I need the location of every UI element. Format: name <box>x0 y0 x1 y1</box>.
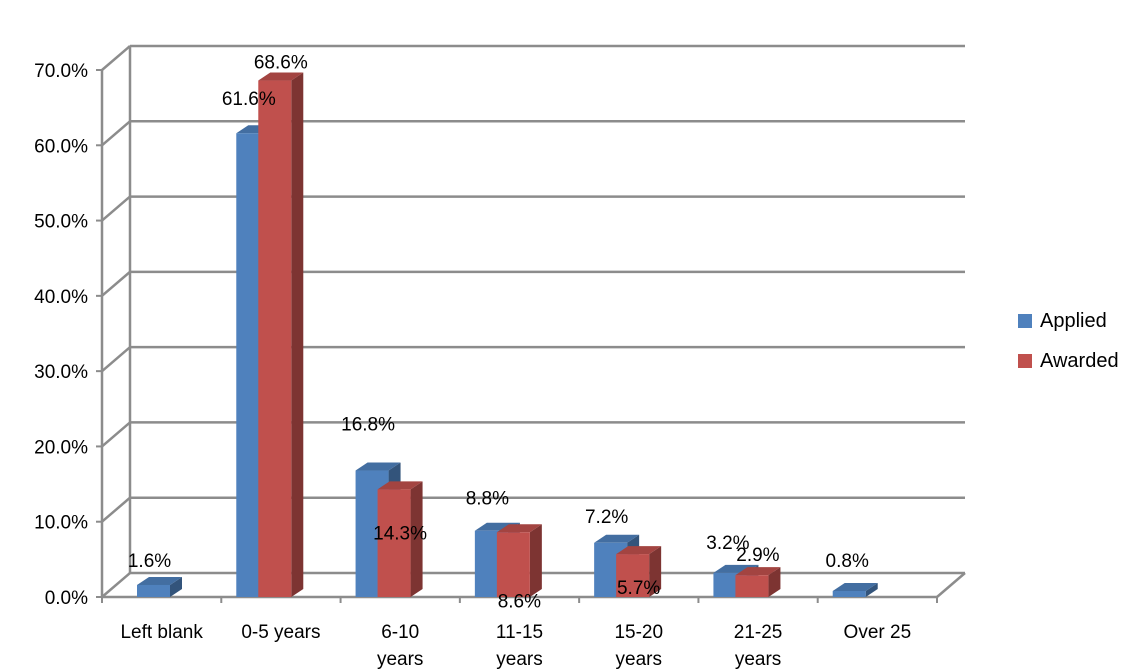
data-label-applied: 16.8% <box>341 415 395 436</box>
y-tick-label: 20.0% <box>34 437 88 458</box>
bar-applied <box>137 576 182 597</box>
bar-awarded <box>377 481 423 597</box>
data-label-awarded: 14.3% <box>373 523 427 544</box>
bar-awarded-top <box>496 524 542 533</box>
x-tick-label-line: years <box>735 649 781 670</box>
gridline-connector <box>101 346 131 373</box>
bar-awarded <box>496 524 542 597</box>
gridline-connector <box>101 120 131 147</box>
y-tick-label: 0.0% <box>45 588 88 609</box>
x-tick-label: Left blank <box>120 622 203 643</box>
data-label-applied: 8.8% <box>466 489 509 510</box>
x-tick-label: 0-5 years <box>241 622 320 643</box>
x-axis-depth <box>936 572 966 598</box>
legend: Applied Awarded <box>1018 306 1119 386</box>
x-tick-label-line: 21-25 <box>734 622 783 643</box>
bar-applied-front <box>832 590 866 597</box>
bar-awarded-front <box>735 575 769 597</box>
gridline-connector <box>101 572 131 598</box>
x-tick-label-line: 15-20 <box>614 622 663 643</box>
gridline-connector <box>101 45 131 71</box>
x-tick-label-line: Over 25 <box>844 622 912 643</box>
data-label-awarded: 2.9% <box>736 545 779 566</box>
y-tick-label: 60.0% <box>34 136 88 157</box>
data-label-applied: 0.8% <box>826 551 869 572</box>
bar-awarded-side <box>410 481 423 597</box>
legend-item-awarded: Awarded <box>1018 346 1119 376</box>
y-tick-label: 50.0% <box>34 212 88 233</box>
data-label-applied: 61.6% <box>222 89 276 110</box>
x-tick-label: 11-15 years <box>496 622 543 670</box>
data-label-awarded: 8.6% <box>498 591 541 612</box>
x-tick-label: 21-25 years <box>734 622 783 670</box>
bar-awarded-front <box>377 489 411 597</box>
bar-awarded-side <box>768 567 781 597</box>
x-tick-label-line: 11-15 <box>496 622 543 643</box>
y-tick-label: 10.0% <box>34 513 88 534</box>
data-label-awarded: 68.6% <box>254 53 308 74</box>
bar-awarded <box>735 567 781 597</box>
x-tick-label: 15-20 years <box>614 622 663 670</box>
data-label-applied: 3.2% <box>706 533 749 554</box>
legend-swatch-awarded <box>1018 354 1032 368</box>
bar-applied-top <box>594 534 640 543</box>
bar-awarded-front <box>616 554 650 597</box>
data-label-applied: 7.2% <box>585 507 628 528</box>
x-tick-label-line: years <box>496 649 542 670</box>
bar-applied-front <box>137 584 170 597</box>
bar-applied-top <box>832 582 878 591</box>
gridline-connector <box>101 421 131 448</box>
gridline-connector <box>101 195 131 222</box>
gridline-connector <box>101 496 131 523</box>
bar-applied-side <box>865 582 878 597</box>
axes <box>96 46 966 603</box>
legend-label-applied: Applied <box>1040 309 1107 332</box>
bar-awarded <box>258 72 304 598</box>
gridlines <box>101 44 965 598</box>
bar-applied-top <box>137 576 182 585</box>
bar-awarded-front <box>258 80 292 598</box>
gridline-connector <box>101 270 131 297</box>
y-axis-tick-labels: 0.0% 10.0% 20.0% 30.0% 40.0% 50.0% 60.0% 70.0% <box>34 61 88 609</box>
x-tick-label-line: 6-10 <box>381 622 419 643</box>
data-label-awarded: 5.7% <box>617 578 660 599</box>
data-label-applied: 1.6% <box>128 551 171 572</box>
y-tick-label: 40.0% <box>34 287 88 308</box>
bar-awarded-top <box>616 546 662 555</box>
bar-awarded-side <box>649 546 662 597</box>
bars <box>137 72 878 598</box>
bar-awarded-side <box>291 72 304 598</box>
bar-applied <box>832 582 878 597</box>
bar-awarded-side <box>529 524 542 597</box>
x-tick-label-line: years <box>616 649 662 670</box>
legend-item-applied: Applied <box>1018 306 1119 336</box>
y-tick-label: 30.0% <box>34 362 88 383</box>
x-tick-label-line: 0-5 years <box>241 622 320 643</box>
y-tick-label: 70.0% <box>34 61 88 82</box>
bar-applied-side <box>170 576 182 597</box>
bar-awarded-top <box>258 72 304 81</box>
legend-label-awarded: Awarded <box>1040 349 1119 372</box>
data-labels: 1.6% 61.6% 16.8% 8.8% 7.2% 3.2% 0.8% 68.6% 14.3%… <box>128 53 869 613</box>
bar-applied-top <box>355 462 401 471</box>
bar-awarded-top <box>377 481 423 490</box>
legend-swatch-applied <box>1018 314 1032 328</box>
x-tick-label: 6-10 years <box>377 622 423 670</box>
x-tick-label-line: years <box>377 649 423 670</box>
bar-awarded <box>616 546 662 597</box>
x-tick-label: Over 25 <box>844 622 912 643</box>
bar-awarded-top <box>735 567 781 576</box>
x-tick-label-line: Left blank <box>120 622 203 643</box>
bar-awarded-front <box>496 532 530 597</box>
